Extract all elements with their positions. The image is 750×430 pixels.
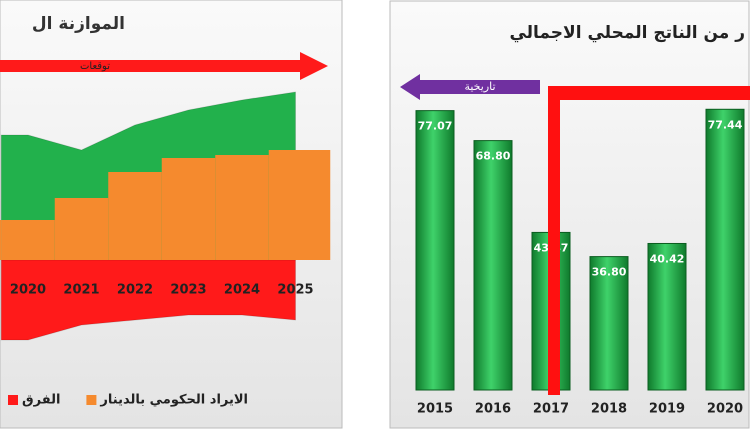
chart-title: ر من الناتج المحلي الاجمالي bbox=[509, 23, 745, 43]
bar bbox=[589, 256, 629, 391]
x-tick-label: 2023 bbox=[170, 283, 206, 298]
x-tick-label: 2019 bbox=[649, 402, 685, 417]
bar bbox=[705, 108, 745, 391]
legend-label: الايراد الحكومي بالدينار bbox=[99, 393, 248, 408]
history-arrow bbox=[400, 74, 540, 100]
revenue-step bbox=[1, 220, 55, 260]
x-tick-label: 2020 bbox=[10, 283, 46, 298]
revenue-step bbox=[215, 155, 269, 260]
data-label: 77.07 bbox=[418, 120, 453, 133]
revenue-step bbox=[108, 172, 162, 260]
x-tick-label: 2022 bbox=[117, 283, 153, 298]
annotation: توقعات bbox=[80, 61, 110, 72]
x-tick-label: 2015 bbox=[417, 402, 453, 417]
legend-label: الفرق bbox=[22, 393, 60, 408]
data-label: 36.80 bbox=[592, 266, 627, 279]
revenue-step bbox=[268, 150, 331, 260]
right-chart: 77.07201568.80201643.47201736.80201840.4… bbox=[415, 108, 745, 417]
data-label: 68.80 bbox=[476, 150, 511, 163]
area bbox=[0, 259, 296, 341]
bar bbox=[473, 140, 513, 391]
x-tick-label: 2021 bbox=[63, 283, 99, 298]
annotation: تاريخية bbox=[464, 80, 495, 93]
x-tick-label: 2020 bbox=[707, 402, 743, 417]
x-tick-label: 2017 bbox=[533, 402, 569, 417]
x-tick-label: 2025 bbox=[277, 283, 313, 298]
left-chart: 2020 2021 2022 2023 2024 2025 الفرق الايراد الح… bbox=[0, 91, 331, 408]
revenue-step bbox=[54, 198, 109, 260]
x-tick-label: 2016 bbox=[475, 402, 511, 417]
data-label: 40.42 bbox=[650, 252, 685, 265]
x-tick-label: 2018 bbox=[591, 402, 627, 417]
revenue-step bbox=[161, 158, 216, 260]
bar bbox=[647, 242, 687, 391]
forecast-arrow bbox=[0, 52, 328, 80]
revenue-base bbox=[0, 220, 2, 260]
bar bbox=[415, 110, 455, 391]
chart-title: الموازنة ال bbox=[32, 14, 125, 34]
legend-swatch bbox=[86, 395, 97, 405]
x-tick-label: 2024 bbox=[224, 283, 260, 298]
legend-swatch bbox=[8, 395, 18, 405]
data-label: 77.44 bbox=[708, 118, 743, 131]
